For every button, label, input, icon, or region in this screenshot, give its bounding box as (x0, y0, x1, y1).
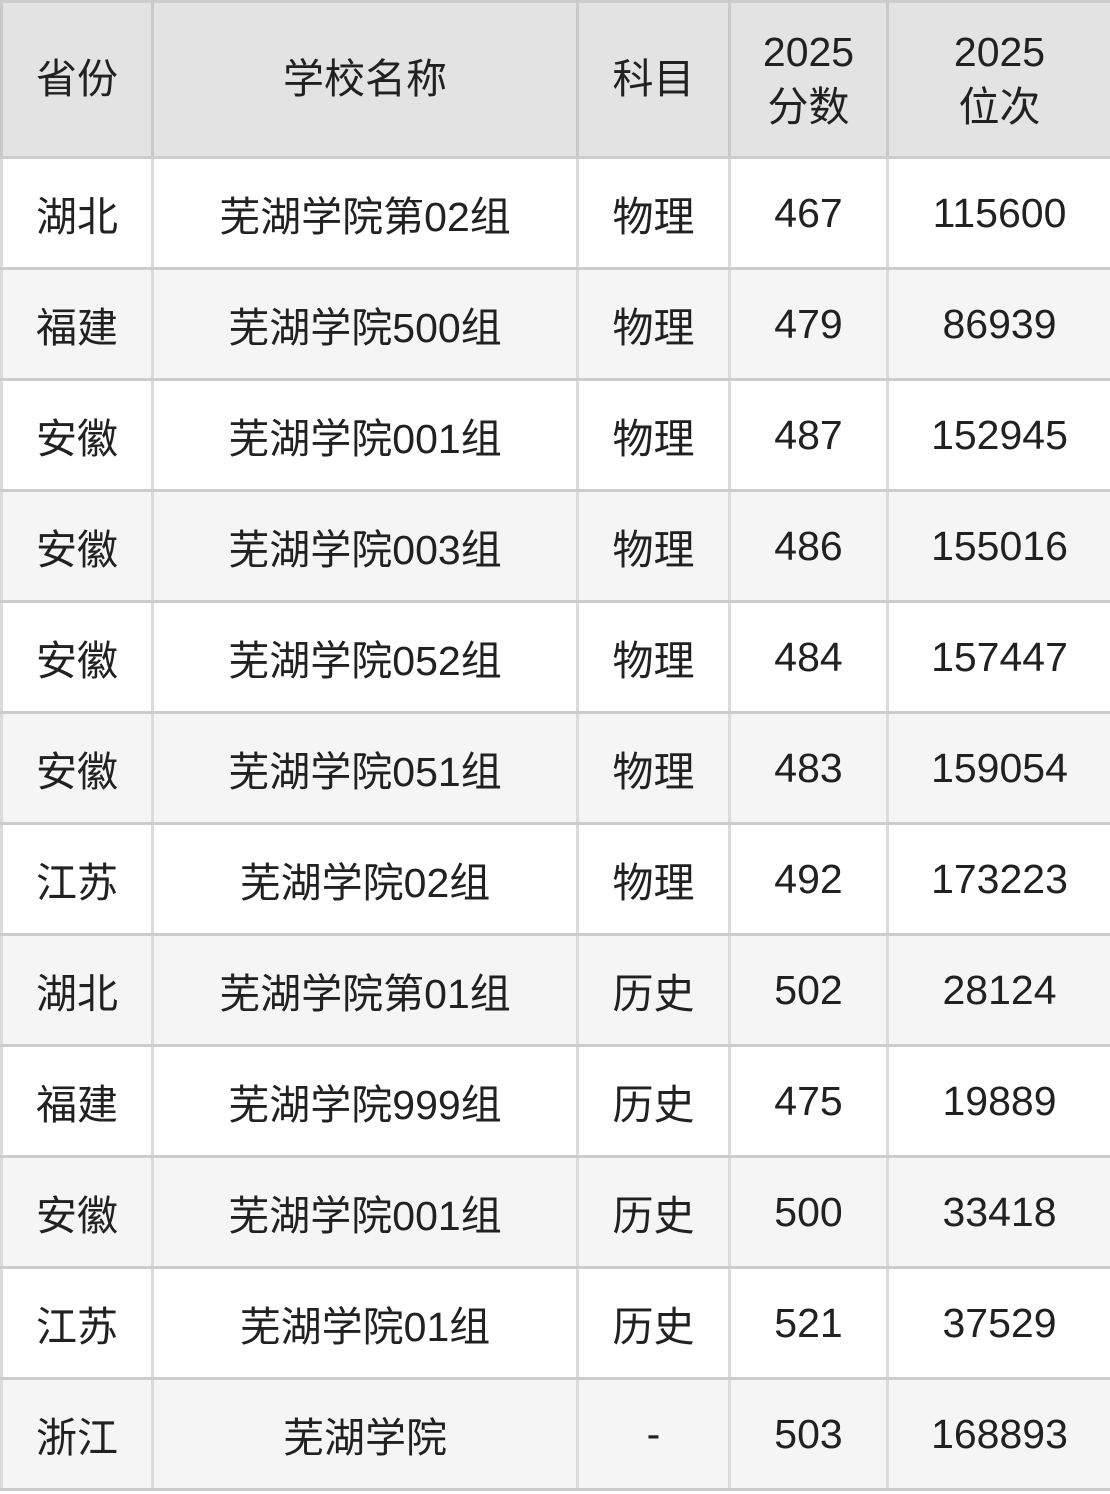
cell-province: 浙江 (0, 1377, 154, 1491)
header-row: 省份 学校名称 科目 2025 分数 2025 位次 (0, 0, 1110, 159)
cell-rank: 152945 (886, 378, 1110, 492)
cell-school: 芜湖学院第01组 (151, 933, 579, 1047)
cell-province: 福建 (0, 267, 154, 381)
cell-province: 江苏 (0, 1266, 154, 1380)
cell-school: 芜湖学院 (151, 1377, 579, 1491)
cell-rank: 37529 (886, 1266, 1110, 1380)
table-row: 江苏 芜湖学院01组 历史 521 37529 (0, 1266, 1110, 1380)
cell-province: 安徽 (0, 600, 154, 714)
cell-score: 492 (728, 822, 889, 936)
cell-rank: 157447 (886, 600, 1110, 714)
cell-subject: 物理 (576, 378, 731, 492)
cell-school: 芜湖学院001组 (151, 1155, 579, 1269)
cell-score: 486 (728, 489, 889, 603)
cell-subject: 物理 (576, 711, 731, 825)
cell-subject: 物理 (576, 156, 731, 270)
column-header-subject: 科目 (576, 0, 731, 159)
table-header: 省份 学校名称 科目 2025 分数 2025 位次 (0, 0, 1110, 159)
table-row: 安徽 芜湖学院001组 历史 500 33418 (0, 1155, 1110, 1269)
cell-subject: 物理 (576, 822, 731, 936)
table-row: 江苏 芜湖学院02组 物理 492 173223 (0, 822, 1110, 936)
cell-subject: 历史 (576, 1044, 731, 1158)
cell-score: 503 (728, 1377, 889, 1491)
cell-rank: 19889 (886, 1044, 1110, 1158)
cell-school: 芜湖学院052组 (151, 600, 579, 714)
cell-score: 502 (728, 933, 889, 1047)
cell-rank: 159054 (886, 711, 1110, 825)
cell-province: 湖北 (0, 156, 154, 270)
cell-score: 467 (728, 156, 889, 270)
cell-subject: - (576, 1377, 731, 1491)
cell-subject: 历史 (576, 1266, 731, 1380)
cell-rank: 173223 (886, 822, 1110, 936)
cell-score: 483 (728, 711, 889, 825)
table-row: 浙江 芜湖学院 -503 168893 (0, 1377, 1110, 1491)
column-header-province: 省份 (0, 0, 154, 159)
cell-subject: 历史 (576, 1155, 731, 1269)
table-row: 安徽 芜湖学院051组 物理 483 159054 (0, 711, 1110, 825)
cell-school: 芜湖学院051组 (151, 711, 579, 825)
cell-rank: 115600 (886, 156, 1110, 270)
cell-province: 福建 (0, 1044, 154, 1158)
table-row: 湖北 芜湖学院第01组 历史 502 28124 (0, 933, 1110, 1047)
table-row: 湖北 芜湖学院第02组 物理 467 115600 (0, 156, 1110, 270)
cell-school: 芜湖学院003组 (151, 489, 579, 603)
cell-score: 521 (728, 1266, 889, 1380)
cell-province: 安徽 (0, 378, 154, 492)
table-row: 福建 芜湖学院500组 物理 479 86939 (0, 267, 1110, 381)
column-header-score: 2025 分数 (728, 0, 889, 159)
cell-rank: 86939 (886, 267, 1110, 381)
table-row: 福建 芜湖学院999组 历史 475 19889 (0, 1044, 1110, 1158)
cell-rank: 33418 (886, 1155, 1110, 1269)
cell-rank: 28124 (886, 933, 1110, 1047)
cell-school: 芜湖学院01组 (151, 1266, 579, 1380)
cell-rank: 168893 (886, 1377, 1110, 1491)
cell-school: 芜湖学院500组 (151, 267, 579, 381)
cell-province: 江苏 (0, 822, 154, 936)
cell-province: 湖北 (0, 933, 154, 1047)
table-row: 安徽 芜湖学院052组 物理 484 157447 (0, 600, 1110, 714)
cell-subject: 物理 (576, 267, 731, 381)
cell-province: 安徽 (0, 1155, 154, 1269)
table-row: 安徽 芜湖学院003组 物理 486 155016 (0, 489, 1110, 603)
cell-score: 484 (728, 600, 889, 714)
cell-rank: 155016 (886, 489, 1110, 603)
cell-score: 500 (728, 1155, 889, 1269)
cell-subject: 物理 (576, 600, 731, 714)
table-row: 安徽 芜湖学院001组 物理 487 152945 (0, 378, 1110, 492)
cell-school: 芜湖学院第02组 (151, 156, 579, 270)
table-body: 湖北 芜湖学院第02组 物理 467 115600 福建 芜湖学院500组 物理 479 8693… (0, 156, 1110, 1491)
cell-school: 芜湖学院999组 (151, 1044, 579, 1158)
cell-score: 479 (728, 267, 889, 381)
column-header-rank: 2025 位次 (886, 0, 1110, 159)
cell-score: 475 (728, 1044, 889, 1158)
cell-subject: 物理 (576, 489, 731, 603)
column-header-school: 学校名称 (151, 0, 579, 159)
cell-subject: 历史 (576, 933, 731, 1047)
cell-school: 芜湖学院001组 (151, 378, 579, 492)
cell-province: 安徽 (0, 711, 154, 825)
cell-school: 芜湖学院02组 (151, 822, 579, 936)
cell-province: 安徽 (0, 489, 154, 603)
cell-score: 487 (728, 378, 889, 492)
